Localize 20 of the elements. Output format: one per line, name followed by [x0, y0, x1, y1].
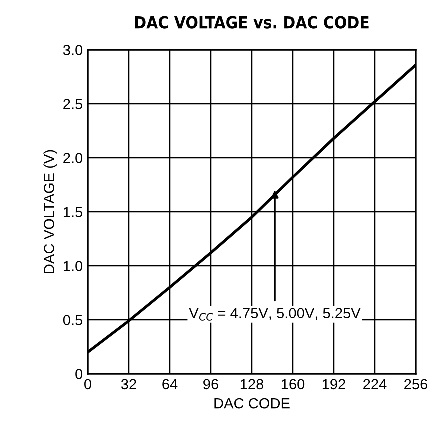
x-tick-label: 224 — [364, 379, 387, 390]
y-tick-label: 2.5 — [64, 99, 83, 110]
chart-title: DAC VOLTAGE vs. DAC CODE — [135, 16, 369, 29]
y-tick-label: 2.0 — [64, 153, 83, 164]
y-tick-label: 1.0 — [64, 261, 83, 272]
annotation: V$_{CC}$ = 4.75V, 5.00V, 5.25V — [189, 308, 361, 321]
x-axis-title: DAC CODE — [214, 398, 290, 409]
x-tick-label: 160 — [282, 379, 305, 390]
x-tick-label: 256 — [404, 379, 428, 390]
x-tick-label: 0 — [84, 379, 92, 390]
y-tick-label: 1.5 — [64, 207, 83, 218]
x-tick-label: 128 — [240, 379, 264, 390]
y-tick-label: 0.5 — [63, 315, 83, 326]
y-tick-label: 0 — [76, 369, 83, 380]
x-tick-label: 32 — [121, 379, 136, 390]
x-tick-label: 64 — [162, 379, 178, 390]
y-axis-title: DAC VOLTAGE (V) — [44, 150, 58, 274]
y-tick-label: 3.0 — [63, 45, 83, 56]
x-tick-label: 192 — [322, 379, 346, 390]
x-tick-label: 96 — [204, 379, 218, 390]
